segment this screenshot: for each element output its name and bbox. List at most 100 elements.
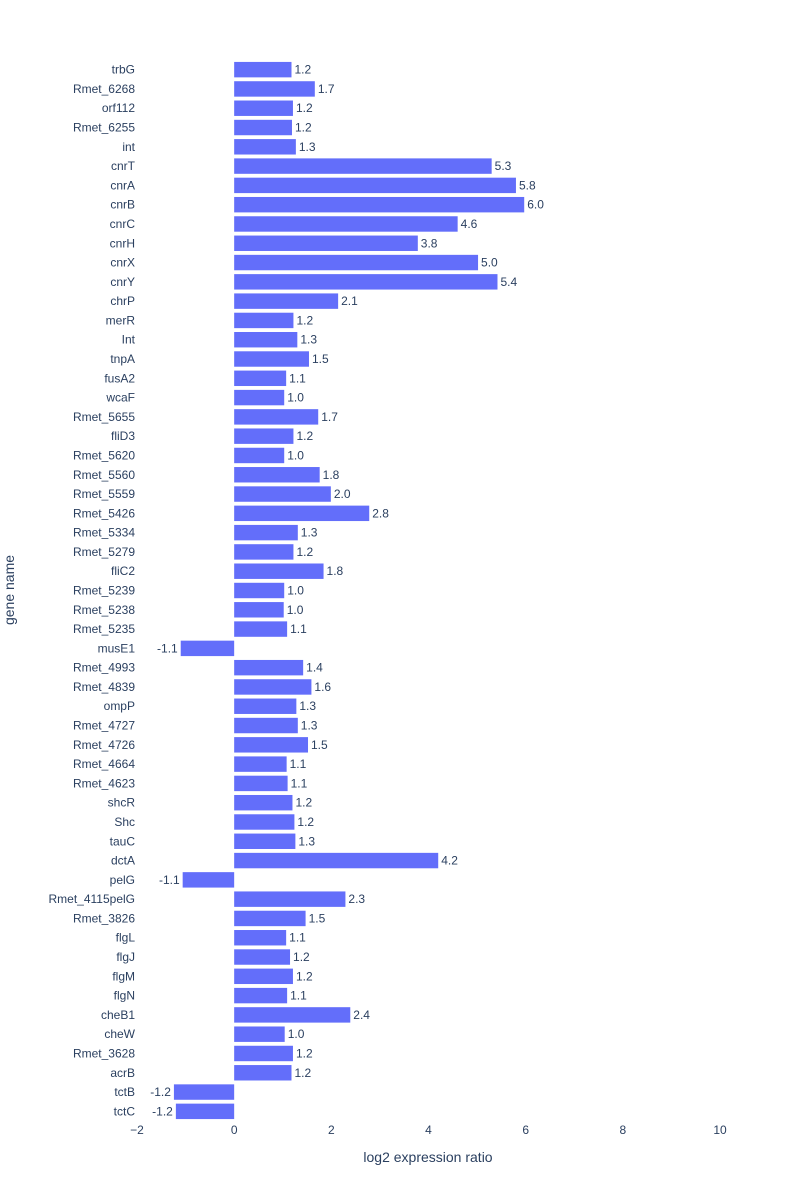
bar-Rmet_4726 <box>234 737 309 753</box>
bar-value-label: 1.5 <box>311 738 328 752</box>
y-tick-label: Rmet_4115pelG <box>49 892 136 906</box>
bar-value-label: 1.3 <box>301 526 318 540</box>
y-tick-label: Rmet_4726 <box>73 738 135 752</box>
y-tick-label: Rmet_4993 <box>73 661 135 675</box>
y-tick-label: tctB <box>114 1085 135 1099</box>
y-tick-label: Rmet_5279 <box>73 545 135 559</box>
bar-value-label: 1.2 <box>293 950 310 964</box>
bar-labels-group: 1.2 1.7 1.2 1.2 1.3 5.3 5.8 6.0 4.6 3.8 5.05.4 2.1 1… <box>150 63 544 1119</box>
bar-tauC <box>234 833 296 849</box>
bar-value-label: 2.1 <box>341 294 358 308</box>
bar-Rmet_4727 <box>234 717 298 734</box>
bar-Rmet_3826 <box>234 910 306 927</box>
y-tick-label: tnpA <box>110 352 135 366</box>
bar-value-label: 1.3 <box>299 699 316 713</box>
bar-value-label: 1.2 <box>297 815 314 829</box>
bar-value-label: 1.2 <box>294 63 311 77</box>
y-tick-label: chrP <box>110 294 135 308</box>
bar-value-label: 1.3 <box>300 333 317 347</box>
bar-value-label: 2.0 <box>334 487 351 501</box>
y-tick-label: cnrX <box>110 256 135 270</box>
y-tick-label: acrB <box>110 1066 135 1080</box>
bar-value-label: 1.2 <box>296 429 313 443</box>
y-tick-label: ompP <box>104 699 135 713</box>
bar-cnrY <box>234 274 498 290</box>
bar-Rmet_5239 <box>234 582 285 599</box>
y-tick-label: cheW <box>104 1027 135 1041</box>
bar-value-label: 3.8 <box>421 236 438 250</box>
x-tick-label: 6 <box>522 1123 529 1137</box>
bar-shcR <box>234 794 293 811</box>
y-tick-label: Shc <box>114 815 135 829</box>
bar-tnpA <box>234 351 309 367</box>
bars-group <box>173 61 525 1120</box>
y-tick-label: Rmet_6268 <box>73 82 135 96</box>
y-tick-label: Rmet_5620 <box>73 448 135 462</box>
bar-Int <box>234 332 298 348</box>
bar-value-label: 1.2 <box>296 969 313 983</box>
y-tick-label: cnrH <box>110 236 135 250</box>
bar-value-label: 1.0 <box>288 1027 305 1041</box>
bar-value-label: 1.2 <box>295 121 312 135</box>
y-tick-label: Rmet_6255 <box>73 121 135 135</box>
bar-wcaF <box>234 389 285 406</box>
bar-value-label: 1.0 <box>287 391 304 405</box>
bar-Rmet_3628 <box>234 1045 293 1062</box>
bar-Rmet_5560 <box>234 467 320 483</box>
bar-value-label: 1.2 <box>296 1046 313 1060</box>
y-tick-label: Rmet_5334 <box>73 526 135 540</box>
bar-value-label: -1.2 <box>152 1104 173 1118</box>
bar-value-label: 1.5 <box>312 352 329 366</box>
y-tick-label: Rmet_5560 <box>73 468 135 482</box>
bar-tctC <box>175 1103 235 1120</box>
bar-int <box>234 139 296 155</box>
bar-flgL <box>234 930 287 946</box>
bar-fusA2 <box>234 370 287 387</box>
bar-value-label: 1.3 <box>298 834 315 848</box>
bar-value-label: 1.3 <box>299 140 316 154</box>
y-tick-label: fliD3 <box>111 429 135 443</box>
y-tick-label: musE1 <box>98 641 136 655</box>
bar-flgM <box>234 968 293 985</box>
x-tick-label: 2 <box>328 1123 335 1137</box>
y-tick-label: Rmet_5239 <box>73 584 135 598</box>
bar-dctA <box>234 852 439 869</box>
bar-trbG <box>234 61 292 78</box>
bar-fliD3 <box>234 428 294 444</box>
bar-Rmet_4993 <box>234 659 304 676</box>
bar-value-label: 1.8 <box>327 564 344 578</box>
y-tick-label: cnrA <box>110 178 135 192</box>
bar-value-label: 1.0 <box>287 603 304 617</box>
y-tick-label: cnrB <box>110 198 135 212</box>
bar-value-label: 1.2 <box>296 101 313 115</box>
bar-value-label: 1.3 <box>301 719 318 733</box>
bar-value-label: 1.1 <box>290 622 307 636</box>
bar-value-label: 1.2 <box>296 545 313 559</box>
bar-Shc <box>234 814 295 830</box>
bar-value-label: 1.6 <box>314 680 331 694</box>
y-tick-label: pelG <box>110 873 135 887</box>
bar-Rmet_4115pelG <box>234 891 346 907</box>
y-tick-label: Rmet_4623 <box>73 776 135 790</box>
bar-Rmet_4664 <box>234 756 287 772</box>
y-tick-label: tctC <box>114 1104 136 1118</box>
bar-Rmet_5238 <box>234 602 284 618</box>
y-tick-label: flgN <box>114 989 135 1003</box>
bar-value-label: 5.8 <box>519 178 536 192</box>
y-tick-label: Rmet_5655 <box>73 410 135 424</box>
bar-cnrH <box>234 235 418 251</box>
y-tick-label: tauC <box>110 834 136 848</box>
y-tick-label: cheB1 <box>101 1008 135 1022</box>
bar-value-label: 1.1 <box>291 776 308 790</box>
bar-chrP <box>234 293 339 309</box>
bar-value-label: 1.2 <box>294 1066 311 1080</box>
bar-Rmet_5334 <box>234 524 298 541</box>
bar-value-label: 4.2 <box>441 854 458 868</box>
y-tick-label: flgM <box>112 969 135 983</box>
bar-cnrB <box>234 196 525 213</box>
y-tick-label: trbG <box>112 63 135 77</box>
bar-value-label: 5.3 <box>495 159 512 173</box>
bar-musE1 <box>180 640 235 657</box>
bar-value-label: 1.4 <box>306 661 323 675</box>
